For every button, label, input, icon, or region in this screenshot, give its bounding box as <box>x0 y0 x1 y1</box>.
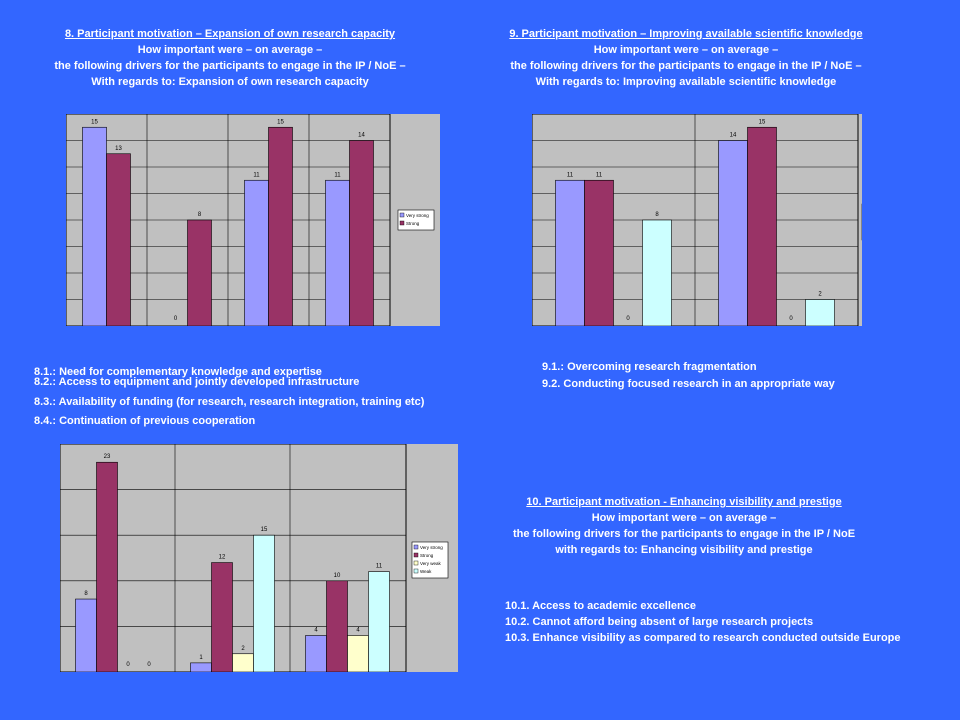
data-label: 0 <box>126 662 130 668</box>
section9-header: 9. Participant motivation – Improving av… <box>486 26 886 90</box>
legend-swatch <box>399 220 405 226</box>
legend-label: Weak <box>420 569 432 574</box>
bar-very-strong <box>75 598 97 672</box>
section10-line4: with regards to: Enhancing visibility an… <box>555 544 813 556</box>
note-9-1: 9.1.: Overcoming research fragmentation <box>542 361 757 373</box>
data-label: 13 <box>115 146 122 152</box>
bar-very-strong <box>190 662 212 672</box>
data-label: 0 <box>174 316 178 322</box>
data-label: 11 <box>596 172 603 178</box>
bar-weak <box>253 534 275 672</box>
legend-label: Very weak <box>420 561 442 566</box>
bar-very-strong <box>82 126 107 326</box>
legend-label: Strong <box>420 553 434 558</box>
bar-weak <box>642 219 672 326</box>
section8-header: 8. Participant motivation – Expansion of… <box>30 26 430 90</box>
bar-very-weak <box>347 635 369 672</box>
note-8-3: 8.3.: Availability of funding (for resea… <box>34 396 425 408</box>
chart-section8: 15 13 0 8 11 15 11 14 Very strong Strong <box>66 114 440 326</box>
note-10-3: 10.3. Enhance visibility as compared to … <box>505 632 901 644</box>
note-10-1: 10.1. Access to academic excellence <box>505 600 696 612</box>
note-8-1: 8.1.: Need for complementary knowledge a… <box>34 366 322 378</box>
data-label: 4 <box>356 628 360 634</box>
bar-strong <box>268 126 293 326</box>
legend-swatch <box>413 552 419 558</box>
data-label: 12 <box>219 555 226 561</box>
section8-title: 8. Participant motivation – Expansion of… <box>64 28 396 40</box>
legend-label: Strong <box>406 221 420 226</box>
data-label: 2 <box>818 292 822 298</box>
bar-strong <box>106 153 131 326</box>
data-label: 11 <box>334 172 341 178</box>
data-label: 11 <box>253 172 260 178</box>
bar-very-strong <box>325 179 350 326</box>
data-label: 10 <box>334 573 341 579</box>
legend-swatch <box>413 560 419 566</box>
bar-very-strong <box>244 179 269 326</box>
data-label: 2 <box>241 646 245 652</box>
section9-line4: With regards to: Improving available sci… <box>535 76 837 88</box>
data-label: 15 <box>91 119 98 125</box>
section10-line2: How important were – on average – <box>591 512 777 524</box>
section8-line3: the following drivers for the participan… <box>54 60 406 72</box>
legend-swatch <box>413 544 419 550</box>
bar-strong <box>326 580 348 672</box>
section10-title: 10. Participant motivation - Enhancing v… <box>526 496 842 508</box>
bar-very-strong <box>305 635 327 672</box>
bar-strong <box>349 140 374 326</box>
section8-line2: How important were – on average – <box>137 44 323 56</box>
data-label: 15 <box>759 119 766 125</box>
data-label: 11 <box>567 172 574 178</box>
legend-swatch <box>399 212 405 218</box>
legend: Very strong Strong Very weak Weak <box>411 541 449 579</box>
chart-section10: 8 23 0 0 1 12 2 15 4 10 4 11 Very strong Strong Very w… <box>60 444 458 672</box>
section10-header: 10. Participant motivation - Enhancing v… <box>484 494 884 558</box>
data-label: 1 <box>199 655 203 661</box>
legend-box <box>397 209 435 231</box>
data-label: 0 <box>789 316 793 322</box>
bar-strong <box>211 562 233 672</box>
legend-label: Very strong <box>406 213 429 218</box>
data-label: 14 <box>358 133 365 139</box>
legend-swatch <box>413 568 419 574</box>
bar-very-strong <box>555 179 585 326</box>
bar-very-weak <box>232 653 254 672</box>
section10-line3: the following drivers for the participan… <box>512 528 856 540</box>
note-8-2: 8.2.: Access to equipment and jointly de… <box>34 376 360 388</box>
bar-weak <box>368 571 390 672</box>
note-8-4: 8.4.: Continuation of previous cooperati… <box>34 415 256 427</box>
section9-line3: the following drivers for the participan… <box>510 60 862 72</box>
bar-weak <box>805 299 835 326</box>
data-label: 15 <box>261 527 268 533</box>
bar-strong <box>584 179 614 326</box>
data-label: 23 <box>104 454 111 460</box>
data-label: 0 <box>147 662 151 668</box>
note-10-2: 10.2. Cannot afford being absent of larg… <box>505 616 814 628</box>
data-label: 4 <box>314 628 318 634</box>
data-label: 8 <box>655 212 659 218</box>
section9-line2: How important were – on average – <box>593 44 779 56</box>
data-label: 0 <box>626 316 630 322</box>
data-label: 8 <box>84 591 88 597</box>
data-label: 11 <box>376 564 383 570</box>
legend: Very strong Strong <box>397 209 435 231</box>
section9-title: 9. Participant motivation – Improving av… <box>509 28 863 40</box>
note-9-2: 9.2. Conducting focused research in an a… <box>542 378 835 390</box>
section8-line4: With regards to: Expansion of own resear… <box>91 76 369 88</box>
data-label: 8 <box>198 212 202 218</box>
bar-strong <box>96 461 118 672</box>
bar-strong <box>187 219 212 326</box>
data-label: 15 <box>277 119 284 125</box>
bar-strong <box>747 126 777 326</box>
data-label: 14 <box>730 133 737 139</box>
legend-label: Very strong <box>420 545 443 550</box>
bar-very-strong <box>718 140 748 326</box>
